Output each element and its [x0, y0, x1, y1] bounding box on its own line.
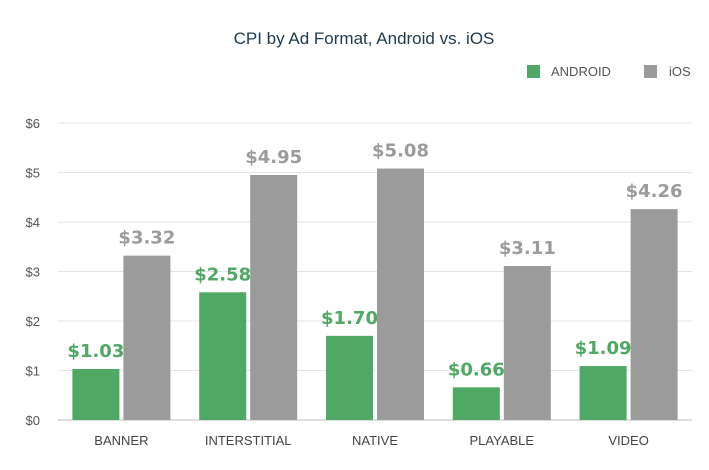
data-label-android: $2.58 — [194, 264, 251, 285]
bar-ios-interstitial — [250, 174, 298, 420]
bar-android-video — [579, 366, 627, 420]
legend-swatch-android — [527, 65, 540, 78]
data-label-ios: $4.26 — [626, 181, 683, 202]
data-label-android: $1.03 — [67, 341, 124, 362]
bar-ios-native — [377, 168, 424, 420]
x-category-label: PLAYABLE — [470, 433, 535, 448]
y-axis: $0 $1 $2 $3 $4 $5 $6 — [26, 116, 40, 428]
x-axis: BANNER INTERSTITIAL NATIVE PLAYABLE VIDEO — [94, 433, 649, 448]
data-label-android: $0.66 — [448, 359, 505, 380]
y-tick-label: $6 — [26, 116, 40, 131]
bars — [72, 168, 678, 420]
legend-label-android: ANDROID — [551, 64, 611, 79]
data-label-ios: $3.11 — [499, 238, 556, 259]
y-tick-label: $2 — [26, 314, 40, 329]
data-label-ios: $3.32 — [118, 228, 175, 249]
chart-title: CPI by Ad Format, Android vs. iOS — [234, 29, 495, 48]
x-category-label: VIDEO — [608, 433, 648, 448]
y-tick-label: $4 — [26, 215, 40, 230]
bar-ios-video — [630, 209, 678, 420]
legend-swatch-ios — [644, 65, 657, 78]
bar-android-playable — [452, 387, 500, 420]
data-labels: $1.03 $3.32 $2.58 $4.95 $1.70 $5.08 $0.66 $3.11… — [67, 141, 682, 381]
bar-ios-banner — [123, 255, 171, 420]
bar-android-banner — [72, 369, 120, 420]
bar-ios-playable — [503, 266, 551, 420]
y-tick-label: $5 — [26, 166, 40, 181]
data-label-android: $1.70 — [321, 308, 378, 329]
data-label-android: $1.09 — [575, 338, 632, 359]
x-category-label: BANNER — [94, 433, 148, 448]
data-label-ios: $4.95 — [245, 147, 302, 168]
legend: ANDROID iOS — [527, 64, 691, 79]
x-category-label: INTERSTITIAL — [205, 433, 292, 448]
y-tick-label: $0 — [26, 413, 40, 428]
y-tick-label: $1 — [26, 364, 40, 379]
bar-android-interstitial — [199, 292, 247, 420]
bar-android-native — [326, 335, 373, 420]
y-tick-label: $3 — [26, 265, 40, 280]
x-category-label: NATIVE — [352, 433, 398, 448]
legend-label-ios: iOS — [669, 64, 691, 79]
data-label-ios: $5.08 — [372, 141, 429, 162]
